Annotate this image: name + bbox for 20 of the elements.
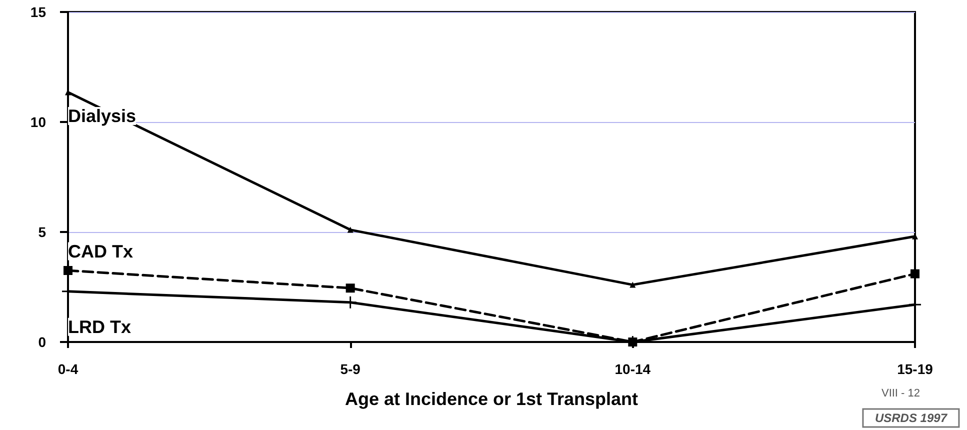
point bbox=[347, 226, 354, 233]
x-axis-title: Age at Incidence or 1st Transplant bbox=[344, 389, 638, 409]
y-tick-label: 10 bbox=[30, 114, 46, 130]
x-tick-label: 5-9 bbox=[340, 361, 361, 377]
x-tick-label: 10-14 bbox=[614, 361, 651, 377]
point bbox=[344, 296, 356, 308]
series-label: LRD Tx bbox=[68, 316, 131, 337]
series-label: CAD Tx bbox=[68, 241, 134, 262]
point bbox=[910, 269, 920, 278]
y-tick-label: 5 bbox=[38, 224, 46, 240]
point bbox=[630, 282, 636, 288]
x-tick-label: 0-4 bbox=[58, 361, 78, 377]
point bbox=[346, 284, 355, 293]
x-tick-label: 15-19 bbox=[897, 361, 934, 377]
point bbox=[64, 266, 72, 275]
text: USRDS 1997 bbox=[874, 411, 948, 425]
y-tick-label: 15 bbox=[30, 4, 46, 20]
series-label: Dialysis bbox=[68, 106, 136, 126]
text: VIII - 12 bbox=[881, 388, 920, 400]
y-tick-label: 0 bbox=[38, 334, 46, 350]
